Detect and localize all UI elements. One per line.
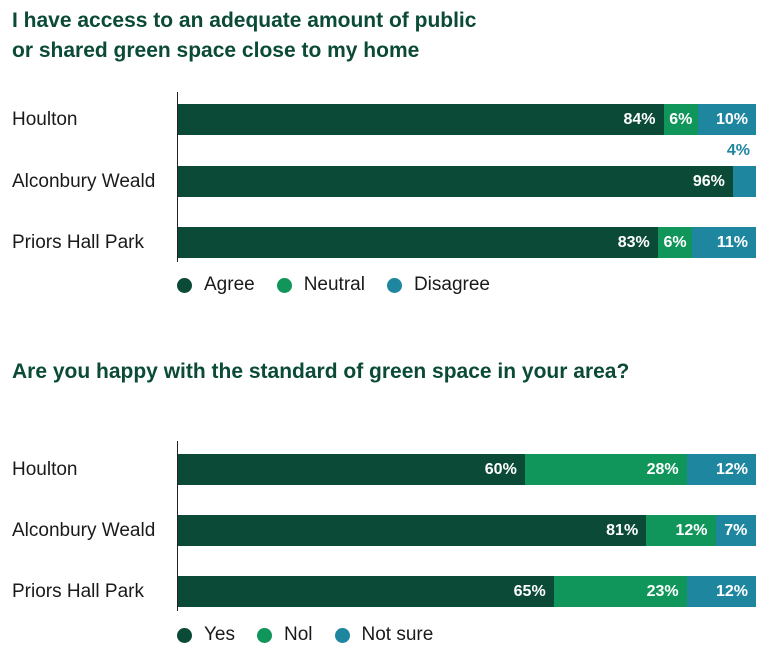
bar-row: 81% 12% 7% bbox=[178, 515, 756, 546]
chart-title-line: Are you happy with the standard of green… bbox=[12, 360, 630, 383]
data-label: 28% bbox=[646, 460, 679, 478]
bar-segment-neutral: 6% bbox=[657, 227, 693, 258]
bar-segment-disagree: 10% bbox=[698, 104, 756, 135]
legend-item: Yes bbox=[177, 624, 235, 646]
data-label: 84% bbox=[623, 110, 656, 128]
legend-item: Nol bbox=[257, 624, 313, 646]
data-label: 81% bbox=[606, 521, 639, 539]
legend-label: Agree bbox=[204, 274, 255, 295]
bar-row: 96% bbox=[178, 166, 756, 197]
data-label: 10% bbox=[715, 110, 748, 128]
legend-swatch bbox=[177, 627, 192, 643]
legend-item: Neutral bbox=[276, 274, 365, 296]
category-label: Alconbury Weald bbox=[12, 520, 156, 541]
legend-item: Disagree bbox=[386, 274, 490, 296]
bar-segment-not-sure: 12% bbox=[686, 576, 756, 607]
data-label: 12% bbox=[715, 582, 748, 600]
bar-segment-not-sure: 7% bbox=[715, 515, 756, 546]
bar-row: 84% 6% 10% bbox=[178, 104, 756, 135]
bar-segment-agree: 96% bbox=[178, 166, 733, 197]
data-label: 11% bbox=[716, 233, 748, 251]
category-label: Priors Hall Park bbox=[12, 232, 144, 253]
legend-swatch bbox=[177, 277, 192, 293]
legend: Agree Neutral Disagree bbox=[177, 274, 490, 296]
bar-segment-not-sure: 12% bbox=[686, 454, 756, 485]
category-label: Houlton bbox=[12, 459, 78, 480]
bar-segment-yes: 60% bbox=[178, 454, 525, 485]
bar-segment-nol: 12% bbox=[646, 515, 716, 546]
category-label: Houlton bbox=[12, 109, 78, 130]
y-axis-line bbox=[177, 92, 178, 262]
bar-row: 65% 23% 12% bbox=[178, 576, 756, 607]
legend-label: Disagree bbox=[413, 274, 490, 295]
legend-swatch bbox=[276, 277, 292, 293]
bar-segment-agree: 84% bbox=[178, 104, 664, 135]
legend-label: Not sure bbox=[361, 624, 434, 645]
data-label: 7% bbox=[724, 521, 748, 539]
data-label: 12% bbox=[675, 521, 708, 539]
bar-segment-disagree bbox=[732, 166, 756, 197]
bar-row: 83% 6% 11% bbox=[178, 227, 756, 258]
y-axis-line bbox=[177, 441, 178, 611]
legend: Yes Nol Not sure bbox=[177, 624, 433, 646]
category-label: Alconbury Weald bbox=[12, 171, 156, 192]
data-label: 65% bbox=[513, 582, 546, 600]
chart-title-line: or shared green space close to my home bbox=[12, 39, 420, 62]
legend-item: Agree bbox=[177, 274, 255, 296]
category-label: Priors Hall Park bbox=[12, 581, 144, 602]
bar-segment-yes: 65% bbox=[178, 576, 554, 607]
legend-label: Yes bbox=[204, 624, 235, 645]
legend-swatch bbox=[257, 627, 272, 643]
data-label: 6% bbox=[669, 110, 693, 128]
data-label: 6% bbox=[663, 233, 687, 251]
legend-swatch bbox=[386, 277, 402, 293]
data-label: 83% bbox=[617, 233, 650, 251]
data-label: 4% bbox=[726, 142, 750, 159]
bar-segment-nol: 28% bbox=[524, 454, 687, 485]
chart-title: Are you happy with the standard of green… bbox=[12, 357, 629, 387]
legend-swatch bbox=[334, 627, 350, 643]
bar-segment-nol: 23% bbox=[553, 576, 687, 607]
legend-label: Neutral bbox=[303, 274, 365, 295]
bar-row: 60% 28% 12% bbox=[178, 454, 756, 485]
legend-item: Not sure bbox=[334, 624, 434, 646]
data-label: 12% bbox=[715, 460, 748, 478]
bar-segment-disagree: 11% bbox=[692, 227, 756, 258]
bar-segment-agree: 83% bbox=[178, 227, 658, 258]
chart-title-line: I have access to an adequate amount of p… bbox=[12, 9, 477, 32]
data-label: 96% bbox=[692, 172, 725, 190]
bar-segment-yes: 81% bbox=[178, 515, 647, 546]
chart-title: I have access to an adequate amount of p… bbox=[12, 6, 476, 66]
data-label: 60% bbox=[484, 460, 517, 478]
legend-label: Nol bbox=[284, 624, 313, 645]
bar-segment-neutral: 6% bbox=[663, 104, 699, 135]
data-label: 23% bbox=[646, 582, 679, 600]
